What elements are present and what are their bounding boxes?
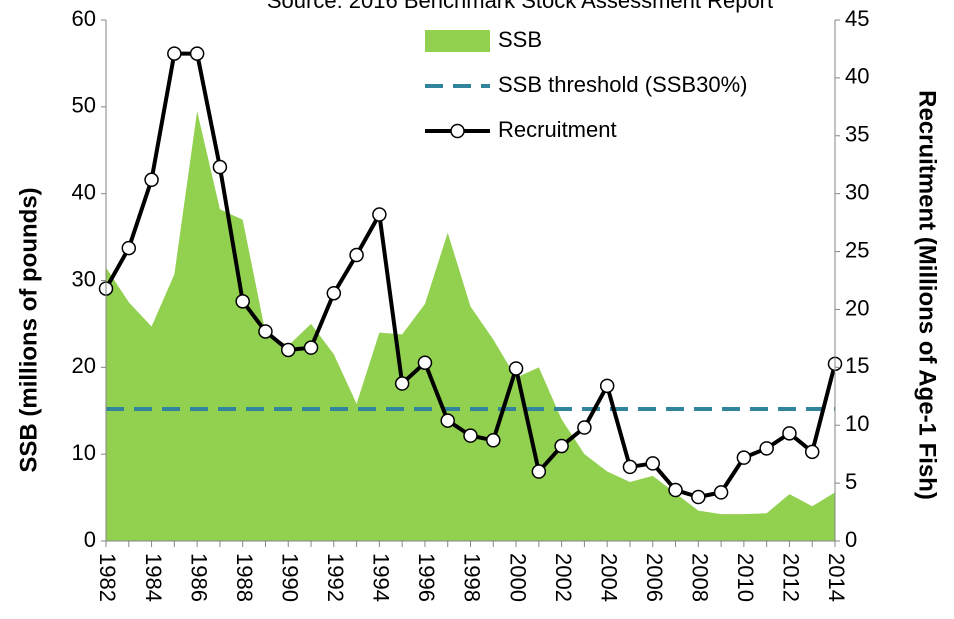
recruitment-point [417, 355, 433, 370]
legend-swatch [425, 30, 490, 52]
x-tick-label: 2012 [779, 553, 804, 602]
y2-tick-label: 30 [845, 179, 869, 204]
y2-tick-label: 40 [845, 64, 869, 89]
y-tick-label: 0 [84, 527, 96, 552]
recruitment-point [463, 428, 478, 443]
recruitment-point [668, 482, 683, 498]
y2-tick-label: 20 [845, 295, 869, 320]
recruitment-point [782, 426, 797, 441]
recruitment-point [167, 46, 182, 61]
x-tick-label: 2000 [505, 553, 530, 602]
y2-tick-label: 10 [845, 411, 869, 436]
recruitment-point [212, 159, 228, 175]
y-tick-label: 60 [72, 6, 96, 31]
recruitment-point [508, 361, 524, 376]
y-axis-title: SSB (millions of pounds) [15, 187, 42, 472]
y-tick-label: 10 [72, 440, 96, 465]
recruitment-point [531, 464, 547, 479]
recruitment-point [326, 285, 342, 301]
x-tick-label: 1998 [460, 553, 485, 602]
recruitment-point [281, 342, 296, 358]
x-tick-label: 1986 [186, 553, 211, 602]
x-tick-label: 2002 [551, 553, 576, 602]
recruitment-point [189, 46, 205, 61]
recruitment-point [599, 378, 615, 394]
chart-subtitle: Source: 2016 Benchmark Stock Assessment … [267, 0, 773, 13]
y-tick-label: 20 [72, 353, 96, 378]
y2-tick-label: 5 [845, 469, 857, 494]
recruitment-point [394, 376, 410, 391]
recruitment-point [804, 444, 820, 460]
recruitment-point [759, 441, 774, 456]
x-tick-label: 2006 [642, 553, 667, 602]
x-tick-label: 1992 [323, 553, 348, 602]
recruitment-point [713, 485, 729, 500]
legend-label: SSB threshold (SSB30%) [498, 72, 747, 97]
y2-tick-label: 45 [845, 6, 869, 31]
x-tick-label: 1984 [141, 553, 166, 602]
y2-tick-label: 0 [845, 527, 857, 552]
y2-tick-label: 15 [845, 353, 869, 378]
legend-label: Recruitment [498, 117, 617, 142]
x-tick-label: 1990 [277, 553, 302, 602]
recruitment-point [577, 420, 592, 435]
x-tick-label: 2004 [596, 553, 621, 602]
y-tick-label: 40 [72, 179, 96, 204]
recruitment-point [144, 172, 159, 188]
y-tick-label: 50 [72, 93, 96, 118]
x-tick-label: 2010 [733, 553, 758, 602]
y2-axis-title: Recruitment (Millions of Age-1 Fish) [914, 90, 941, 500]
x-tick-label: 1994 [369, 553, 394, 602]
legend-label: SSB [498, 27, 542, 52]
recruitment-point [235, 294, 250, 309]
recruitment-point [258, 324, 273, 339]
y2-tick-label: 25 [845, 237, 869, 262]
recruitment-point [736, 450, 752, 465]
recruitment-point [349, 247, 364, 263]
x-tick-label: 2008 [688, 553, 713, 602]
y2-tick-label: 35 [845, 122, 869, 147]
recruitment-point [121, 240, 137, 256]
recruitment-point [486, 433, 501, 448]
recruitment-point [303, 340, 319, 355]
recruitment-point [372, 207, 387, 222]
x-tick-label: 1988 [232, 553, 257, 602]
recruitment-point [622, 459, 638, 475]
recruitment-point [440, 413, 455, 428]
y-tick-label: 30 [72, 266, 96, 291]
x-tick-label: 2014 [824, 553, 849, 602]
recruitment-point [645, 456, 660, 471]
recruitment-point [554, 438, 569, 454]
recruitment-point [691, 489, 706, 505]
ssb-area [106, 111, 835, 542]
x-tick-label: 1996 [414, 553, 439, 602]
x-tick-label: 1982 [95, 553, 120, 602]
legend-marker [450, 123, 465, 139]
